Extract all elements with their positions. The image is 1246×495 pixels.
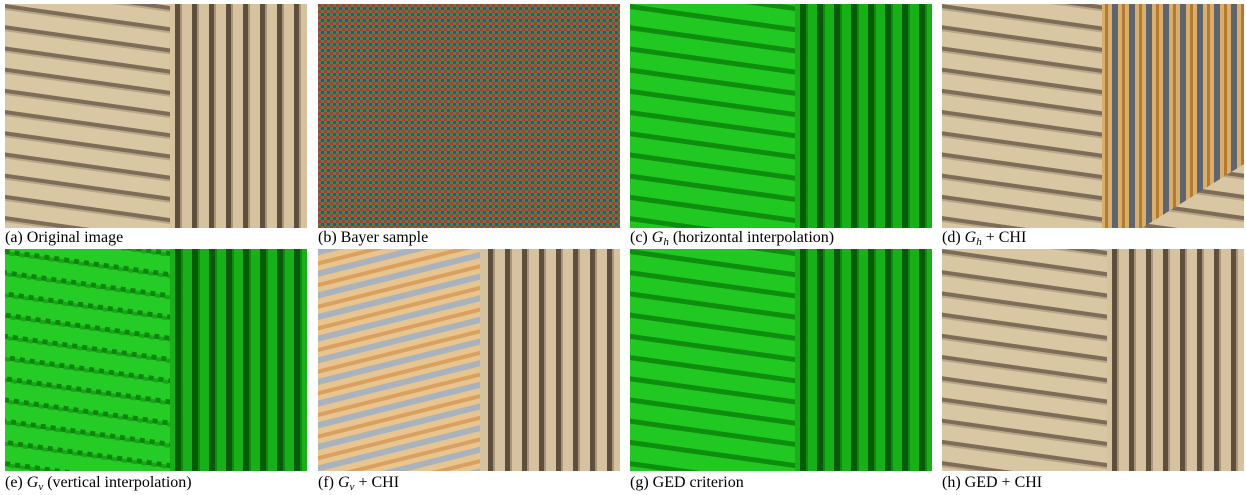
caption: (c) Gh (horizontal interpolation): [630, 229, 940, 247]
caption: (d) Gh + CHI: [942, 229, 1246, 247]
caption-text: + CHI: [986, 229, 1027, 246]
caption-text: Original image: [27, 229, 123, 246]
caption-var: G: [27, 474, 39, 491]
caption: (h) GED + CHI: [942, 474, 1246, 492]
caption-text: (horizontal interpolation): [673, 229, 834, 246]
caption-label: (g): [630, 474, 649, 491]
caption-label: (b): [318, 229, 337, 246]
panel-image: [318, 4, 620, 228]
caption-text: + CHI: [358, 474, 399, 491]
panel-image: [630, 249, 932, 471]
caption-text: GED criterion: [653, 474, 744, 491]
panel-image: [5, 4, 307, 228]
caption: (a) Original image: [5, 229, 315, 247]
panel-image: [318, 249, 620, 471]
caption-var: G: [965, 229, 977, 246]
caption-sub: v: [350, 481, 355, 493]
caption-label: (h): [942, 474, 961, 491]
caption-sub: h: [976, 236, 982, 248]
caption-var: G: [338, 474, 350, 491]
panel-image: [942, 4, 1244, 228]
caption-sub: h: [663, 236, 669, 248]
caption-label: (a): [5, 229, 23, 246]
panel-image: [630, 4, 932, 228]
caption: (e) Gv (vertical interpolation): [5, 474, 315, 492]
figure: (a) Original image (b) Bayer sample (c) …: [0, 0, 1246, 495]
caption-text: (vertical interpolation): [47, 474, 191, 491]
caption-label: (e): [5, 474, 23, 491]
caption: (b) Bayer sample: [318, 229, 628, 247]
caption: (f) Gv + CHI: [318, 474, 628, 492]
caption-label: (f): [318, 474, 334, 491]
panel-image: [5, 249, 307, 471]
caption-label: (c): [630, 229, 648, 246]
panel-image: [942, 249, 1244, 471]
caption-var: G: [652, 229, 664, 246]
caption-text: GED + CHI: [965, 474, 1042, 491]
caption: (g) GED criterion: [630, 474, 940, 492]
caption-sub: v: [38, 481, 43, 493]
caption-text: Bayer sample: [341, 229, 429, 246]
caption-label: (d): [942, 229, 961, 246]
